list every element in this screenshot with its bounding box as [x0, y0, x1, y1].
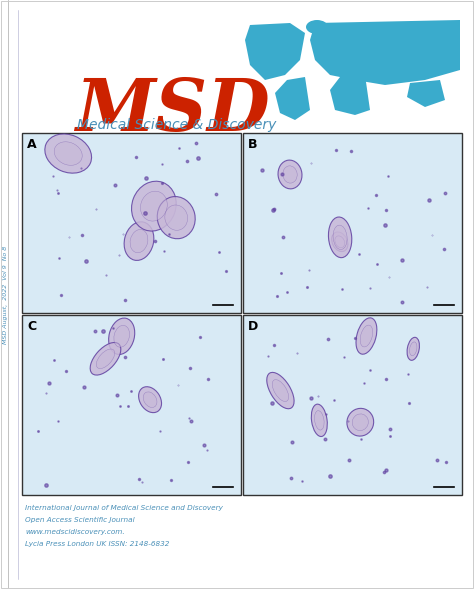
Polygon shape [330, 75, 370, 115]
Ellipse shape [165, 205, 188, 230]
Text: A: A [27, 138, 36, 151]
Ellipse shape [328, 217, 352, 257]
Ellipse shape [131, 181, 176, 231]
Text: B: B [248, 138, 257, 151]
Text: D: D [248, 320, 258, 333]
Ellipse shape [360, 325, 373, 347]
Ellipse shape [407, 337, 419, 360]
Ellipse shape [272, 380, 289, 402]
Ellipse shape [143, 392, 157, 408]
Ellipse shape [90, 342, 121, 375]
Ellipse shape [109, 318, 135, 355]
Ellipse shape [138, 387, 162, 413]
Bar [22, 133, 241, 313]
Text: MSD August,  2022  Vol 9  No 8: MSD August, 2022 Vol 9 No 8 [3, 246, 9, 343]
Ellipse shape [347, 408, 374, 436]
Ellipse shape [140, 191, 167, 221]
Ellipse shape [130, 230, 148, 253]
Ellipse shape [114, 325, 129, 347]
Bar [243, 315, 462, 495]
Ellipse shape [333, 225, 347, 250]
Ellipse shape [335, 236, 345, 247]
Text: Lycia Press London UK ISSN: 2148-6832: Lycia Press London UK ISSN: 2148-6832 [25, 541, 169, 547]
Text: MSD: MSD [75, 75, 270, 146]
Ellipse shape [124, 222, 154, 260]
Ellipse shape [54, 142, 82, 166]
Ellipse shape [311, 404, 328, 436]
Ellipse shape [306, 20, 328, 34]
Text: International Journal of Medical Science and Discovery: International Journal of Medical Science… [25, 505, 223, 511]
Polygon shape [245, 23, 305, 80]
Text: Medical Science & Discovery: Medical Science & Discovery [77, 118, 276, 132]
Text: Open Access Scientific Journal: Open Access Scientific Journal [25, 517, 135, 523]
Bar [0, 0, 18, 589]
Ellipse shape [315, 411, 324, 430]
Ellipse shape [267, 372, 294, 409]
Ellipse shape [157, 197, 195, 239]
Text: C: C [27, 320, 36, 333]
Polygon shape [407, 80, 445, 107]
Bar [243, 133, 462, 313]
Text: www.medscidiscovery.com.: www.medscidiscovery.com. [25, 529, 125, 535]
Ellipse shape [96, 349, 115, 369]
Ellipse shape [278, 160, 302, 189]
Ellipse shape [283, 166, 297, 183]
Ellipse shape [356, 318, 377, 354]
Ellipse shape [45, 134, 91, 173]
Ellipse shape [352, 414, 368, 431]
Polygon shape [275, 77, 310, 120]
Ellipse shape [332, 232, 348, 252]
Ellipse shape [410, 342, 417, 356]
Polygon shape [310, 20, 460, 85]
Bar [22, 315, 241, 495]
